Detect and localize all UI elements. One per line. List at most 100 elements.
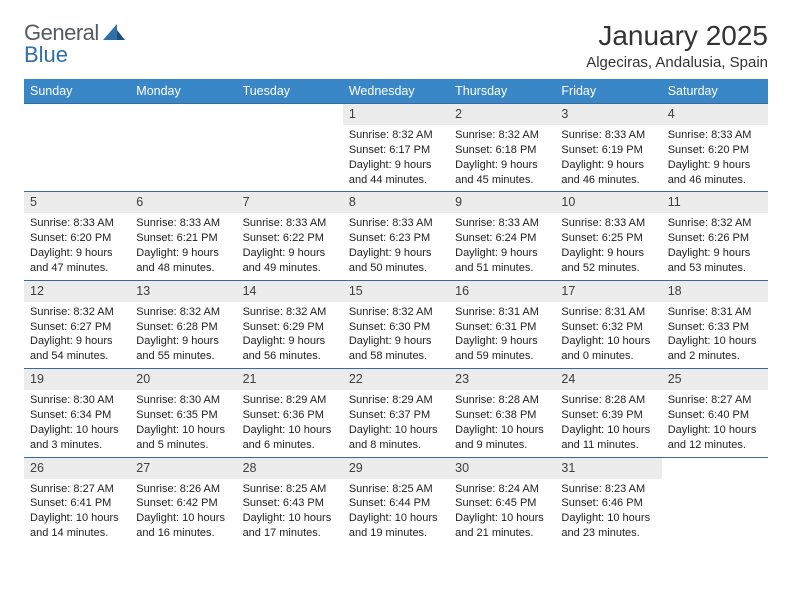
day-number: 21 [237, 369, 343, 390]
day-number: 27 [130, 458, 236, 479]
calendar-day: 16Sunrise: 8:31 AMSunset: 6:31 PMDayligh… [449, 280, 555, 368]
weekday-header: Thursday [449, 79, 555, 104]
day-number: 15 [343, 281, 449, 302]
sunset-line: Sunset: 6:42 PM [136, 496, 230, 511]
day-number: 14 [237, 281, 343, 302]
sunset-line: Sunset: 6:27 PM [30, 320, 124, 335]
sunset-line: Sunset: 6:45 PM [455, 496, 549, 511]
weekday-header: Friday [555, 79, 661, 104]
calendar-week: 26Sunrise: 8:27 AMSunset: 6:41 PMDayligh… [24, 457, 768, 545]
day-number: 6 [130, 192, 236, 213]
day-details: Sunrise: 8:28 AMSunset: 6:39 PMDaylight:… [555, 390, 661, 456]
day-details: Sunrise: 8:33 AMSunset: 6:24 PMDaylight:… [449, 213, 555, 279]
daylight-line: Daylight: 10 hours and 21 minutes. [455, 511, 549, 541]
day-details: Sunrise: 8:32 AMSunset: 6:27 PMDaylight:… [24, 302, 130, 368]
sunset-line: Sunset: 6:26 PM [668, 231, 762, 246]
daylight-line: Daylight: 10 hours and 9 minutes. [455, 423, 549, 453]
day-details: Sunrise: 8:29 AMSunset: 6:37 PMDaylight:… [343, 390, 449, 456]
day-number: 30 [449, 458, 555, 479]
daylight-line: Daylight: 10 hours and 19 minutes. [349, 511, 443, 541]
calendar-day: 25Sunrise: 8:27 AMSunset: 6:40 PMDayligh… [662, 369, 768, 457]
calendar-day: 5Sunrise: 8:33 AMSunset: 6:20 PMDaylight… [24, 192, 130, 280]
brand-triangle-icon [103, 24, 125, 40]
day-details: Sunrise: 8:33 AMSunset: 6:25 PMDaylight:… [555, 213, 661, 279]
daylight-line: Daylight: 9 hours and 55 minutes. [136, 334, 230, 364]
sunrise-line: Sunrise: 8:32 AM [668, 216, 762, 231]
daylight-line: Daylight: 10 hours and 12 minutes. [668, 423, 762, 453]
day-details: Sunrise: 8:32 AMSunset: 6:17 PMDaylight:… [343, 125, 449, 191]
sunset-line: Sunset: 6:36 PM [243, 408, 337, 423]
daylight-line: Daylight: 9 hours and 46 minutes. [668, 158, 762, 188]
day-number: 3 [555, 104, 661, 125]
sunrise-line: Sunrise: 8:33 AM [243, 216, 337, 231]
sunset-line: Sunset: 6:21 PM [136, 231, 230, 246]
daylight-line: Daylight: 10 hours and 17 minutes. [243, 511, 337, 541]
sunset-line: Sunset: 6:22 PM [243, 231, 337, 246]
calendar-day: 12Sunrise: 8:32 AMSunset: 6:27 PMDayligh… [24, 280, 130, 368]
calendar-day: 21Sunrise: 8:29 AMSunset: 6:36 PMDayligh… [237, 369, 343, 457]
location-text: Algeciras, Andalusia, Spain [586, 54, 768, 71]
day-details: Sunrise: 8:31 AMSunset: 6:33 PMDaylight:… [662, 302, 768, 368]
calendar-day: 23Sunrise: 8:28 AMSunset: 6:38 PMDayligh… [449, 369, 555, 457]
calendar-week: 1Sunrise: 8:32 AMSunset: 6:17 PMDaylight… [24, 104, 768, 192]
sunset-line: Sunset: 6:32 PM [561, 320, 655, 335]
day-details: Sunrise: 8:33 AMSunset: 6:19 PMDaylight:… [555, 125, 661, 191]
sunrise-line: Sunrise: 8:27 AM [668, 393, 762, 408]
sunset-line: Sunset: 6:30 PM [349, 320, 443, 335]
day-number: 22 [343, 369, 449, 390]
weekday-header: Sunday [24, 79, 130, 104]
sunrise-line: Sunrise: 8:29 AM [349, 393, 443, 408]
day-details: Sunrise: 8:33 AMSunset: 6:21 PMDaylight:… [130, 213, 236, 279]
day-number: 26 [24, 458, 130, 479]
sunrise-line: Sunrise: 8:32 AM [349, 128, 443, 143]
day-details: Sunrise: 8:33 AMSunset: 6:22 PMDaylight:… [237, 213, 343, 279]
calendar-day [237, 104, 343, 192]
day-number: 9 [449, 192, 555, 213]
sunset-line: Sunset: 6:23 PM [349, 231, 443, 246]
sunset-line: Sunset: 6:33 PM [668, 320, 762, 335]
calendar-week: 5Sunrise: 8:33 AMSunset: 6:20 PMDaylight… [24, 192, 768, 280]
day-details: Sunrise: 8:27 AMSunset: 6:40 PMDaylight:… [662, 390, 768, 456]
calendar-day: 15Sunrise: 8:32 AMSunset: 6:30 PMDayligh… [343, 280, 449, 368]
day-number: 16 [449, 281, 555, 302]
day-number: 24 [555, 369, 661, 390]
calendar-day: 13Sunrise: 8:32 AMSunset: 6:28 PMDayligh… [130, 280, 236, 368]
sunrise-line: Sunrise: 8:31 AM [455, 305, 549, 320]
calendar-day: 8Sunrise: 8:33 AMSunset: 6:23 PMDaylight… [343, 192, 449, 280]
day-number: 23 [449, 369, 555, 390]
calendar-day: 20Sunrise: 8:30 AMSunset: 6:35 PMDayligh… [130, 369, 236, 457]
sunrise-line: Sunrise: 8:33 AM [668, 128, 762, 143]
daylight-line: Daylight: 9 hours and 52 minutes. [561, 246, 655, 276]
title-block: January 2025 Algeciras, Andalusia, Spain [586, 20, 768, 71]
sunset-line: Sunset: 6:19 PM [561, 143, 655, 158]
sunset-line: Sunset: 6:34 PM [30, 408, 124, 423]
sunrise-line: Sunrise: 8:27 AM [30, 482, 124, 497]
calendar-day: 9Sunrise: 8:33 AMSunset: 6:24 PMDaylight… [449, 192, 555, 280]
day-number: 29 [343, 458, 449, 479]
day-number: 17 [555, 281, 661, 302]
sunrise-line: Sunrise: 8:32 AM [30, 305, 124, 320]
calendar-day: 30Sunrise: 8:24 AMSunset: 6:45 PMDayligh… [449, 457, 555, 545]
day-details: Sunrise: 8:29 AMSunset: 6:36 PMDaylight:… [237, 390, 343, 456]
day-number: 4 [662, 104, 768, 125]
calendar-day [130, 104, 236, 192]
sunset-line: Sunset: 6:20 PM [668, 143, 762, 158]
day-number: 12 [24, 281, 130, 302]
sunset-line: Sunset: 6:40 PM [668, 408, 762, 423]
month-title: January 2025 [586, 20, 768, 52]
calendar-week: 12Sunrise: 8:32 AMSunset: 6:27 PMDayligh… [24, 280, 768, 368]
calendar-week: 19Sunrise: 8:30 AMSunset: 6:34 PMDayligh… [24, 369, 768, 457]
sunset-line: Sunset: 6:46 PM [561, 496, 655, 511]
day-number: 8 [343, 192, 449, 213]
sunset-line: Sunset: 6:37 PM [349, 408, 443, 423]
sunrise-line: Sunrise: 8:32 AM [136, 305, 230, 320]
calendar-table: SundayMondayTuesdayWednesdayThursdayFrid… [24, 79, 768, 545]
daylight-line: Daylight: 9 hours and 48 minutes. [136, 246, 230, 276]
sunrise-line: Sunrise: 8:32 AM [455, 128, 549, 143]
calendar-day [662, 457, 768, 545]
daylight-line: Daylight: 9 hours and 54 minutes. [30, 334, 124, 364]
calendar-day: 26Sunrise: 8:27 AMSunset: 6:41 PMDayligh… [24, 457, 130, 545]
day-number: 10 [555, 192, 661, 213]
day-details: Sunrise: 8:28 AMSunset: 6:38 PMDaylight:… [449, 390, 555, 456]
day-details: Sunrise: 8:25 AMSunset: 6:44 PMDaylight:… [343, 479, 449, 545]
